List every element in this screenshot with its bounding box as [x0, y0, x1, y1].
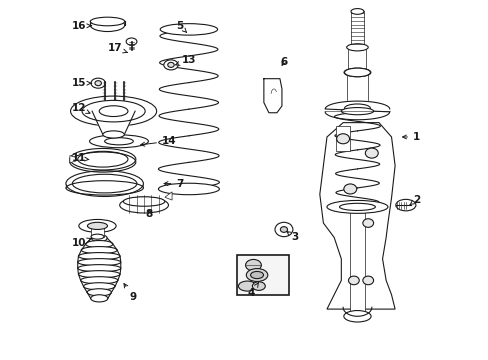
Ellipse shape: [160, 24, 217, 35]
Ellipse shape: [82, 100, 145, 122]
Text: 12: 12: [71, 103, 90, 113]
Ellipse shape: [78, 253, 120, 260]
Text: 7: 7: [164, 179, 183, 189]
Ellipse shape: [326, 201, 387, 213]
Text: 2: 2: [409, 195, 419, 205]
Polygon shape: [164, 192, 172, 200]
Ellipse shape: [362, 219, 373, 227]
Ellipse shape: [78, 258, 121, 266]
Text: 10: 10: [71, 238, 91, 248]
Ellipse shape: [70, 96, 156, 126]
Polygon shape: [278, 226, 289, 233]
Ellipse shape: [346, 44, 367, 51]
Text: 5: 5: [176, 21, 186, 32]
Ellipse shape: [102, 131, 124, 138]
Ellipse shape: [343, 311, 370, 322]
Ellipse shape: [395, 199, 415, 211]
Ellipse shape: [83, 283, 115, 290]
Polygon shape: [94, 80, 102, 87]
Ellipse shape: [245, 260, 261, 271]
Text: 11: 11: [71, 153, 89, 163]
Ellipse shape: [343, 184, 356, 194]
Ellipse shape: [87, 222, 107, 229]
Ellipse shape: [95, 81, 101, 86]
Ellipse shape: [274, 222, 292, 237]
Ellipse shape: [91, 78, 105, 88]
Text: 6: 6: [280, 57, 287, 67]
Ellipse shape: [78, 271, 120, 278]
Ellipse shape: [365, 148, 378, 158]
Ellipse shape: [246, 269, 267, 282]
Ellipse shape: [126, 38, 137, 45]
Ellipse shape: [91, 234, 107, 242]
Ellipse shape: [123, 197, 164, 206]
Ellipse shape: [89, 135, 148, 148]
Ellipse shape: [66, 171, 143, 197]
Polygon shape: [70, 156, 76, 163]
Ellipse shape: [362, 276, 373, 285]
Text: 13: 13: [175, 55, 196, 65]
Polygon shape: [264, 79, 282, 113]
Ellipse shape: [99, 106, 128, 117]
Bar: [348, 47, 366, 72]
Text: 15: 15: [71, 78, 91, 88]
Bar: [349, 207, 364, 316]
Ellipse shape: [341, 108, 373, 115]
Ellipse shape: [280, 226, 287, 232]
Ellipse shape: [90, 19, 124, 32]
Ellipse shape: [72, 174, 137, 193]
Ellipse shape: [81, 247, 117, 254]
Bar: [346, 72, 367, 108]
Text: 9: 9: [124, 284, 136, 302]
Ellipse shape: [348, 276, 359, 285]
Ellipse shape: [344, 68, 369, 77]
Ellipse shape: [252, 282, 265, 291]
Text: 4: 4: [247, 283, 258, 298]
Ellipse shape: [78, 151, 128, 167]
Ellipse shape: [344, 68, 370, 77]
Ellipse shape: [79, 220, 116, 232]
Ellipse shape: [70, 148, 136, 170]
Ellipse shape: [90, 295, 108, 302]
Ellipse shape: [158, 183, 219, 195]
Ellipse shape: [344, 104, 369, 113]
Ellipse shape: [90, 17, 124, 26]
Ellipse shape: [167, 62, 174, 67]
Polygon shape: [92, 111, 135, 134]
Ellipse shape: [250, 271, 263, 279]
Ellipse shape: [87, 289, 111, 296]
Text: 1: 1: [402, 132, 419, 142]
Ellipse shape: [81, 277, 118, 284]
Ellipse shape: [104, 138, 133, 145]
Polygon shape: [325, 101, 389, 120]
Ellipse shape: [91, 234, 104, 239]
Polygon shape: [166, 61, 175, 68]
Text: 3: 3: [286, 231, 298, 242]
Bar: [335, 126, 349, 151]
Ellipse shape: [336, 134, 349, 144]
Ellipse shape: [339, 203, 375, 211]
Bar: [237, 255, 289, 295]
Text: 8: 8: [145, 209, 153, 219]
Polygon shape: [319, 123, 394, 309]
Bar: [350, 12, 363, 47]
Text: 17: 17: [107, 43, 127, 53]
Ellipse shape: [120, 197, 168, 213]
Ellipse shape: [163, 60, 178, 70]
Ellipse shape: [78, 265, 121, 272]
Ellipse shape: [238, 281, 256, 291]
Ellipse shape: [350, 9, 363, 14]
Text: 16: 16: [71, 21, 91, 31]
Ellipse shape: [85, 240, 113, 248]
Text: 14: 14: [141, 136, 176, 146]
Bar: [91, 226, 104, 237]
